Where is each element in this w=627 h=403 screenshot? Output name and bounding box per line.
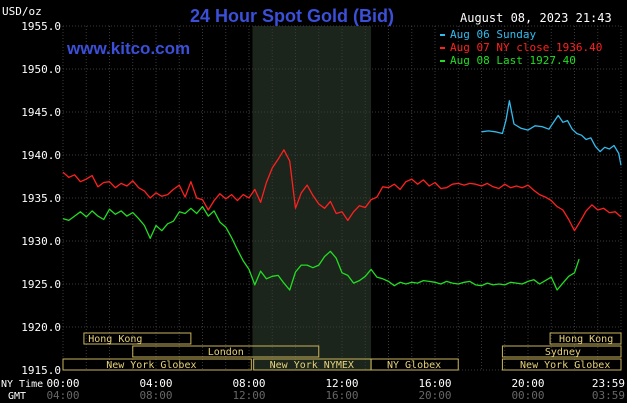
x-axis: 00:0004:0004:0008:0008:0012:0012:0016:00… <box>46 377 625 402</box>
y-tick-label: 1945.0 <box>21 106 61 119</box>
y-tick-label: 1915.0 <box>21 364 61 377</box>
legend: Aug 06 Sunday Aug 07 NY close 1936.40 Au… <box>440 28 602 67</box>
session-label: New York Globex <box>106 360 196 371</box>
session-box <box>549 332 622 345</box>
market-sessions: Hong Kong London New York Globex New York N… <box>62 332 622 371</box>
x-tick-label-ny: 12:00 <box>325 377 358 390</box>
y-tick-label: 1940.0 <box>21 149 61 162</box>
session-label: Hong Kong <box>88 334 142 345</box>
session-label: New York NYMEX <box>270 360 354 371</box>
session-box <box>501 345 622 358</box>
session-label: Sydney <box>545 347 581 358</box>
legend-swatch <box>440 34 445 36</box>
x-tick-label-ny: 16:00 <box>418 377 451 390</box>
series-line-1 <box>62 149 622 232</box>
session-label: New York Globex <box>520 360 610 371</box>
x-tick-label-ny: 23:59 <box>592 377 625 390</box>
y-tick-label: 1955.0 <box>21 20 61 33</box>
series-line-2 <box>62 205 580 291</box>
x-tick-label-ny: 00:00 <box>46 377 79 390</box>
x-tick-label-gmt: 20:00 <box>418 389 451 402</box>
x-tick-label-gmt: 04:00 <box>46 389 79 402</box>
x-tick-label-gmt: 08:00 <box>139 389 172 402</box>
legend-item-aug06: Aug 06 Sunday <box>450 28 536 41</box>
session-label: Hong Kong <box>559 334 613 345</box>
y-tick-label: 1925.0 <box>21 278 61 291</box>
session-box <box>62 358 252 371</box>
legend-item-aug08: Aug 08 Last 1927.40 <box>450 54 576 67</box>
x-tick-label-ny: 04:00 <box>139 377 172 390</box>
session-box <box>132 345 320 358</box>
y-tick-label: 1920.0 <box>21 321 61 334</box>
gmt-axis-label: GMT <box>8 391 26 402</box>
y-axis: 1955.0 1950.0 1945.0 1940.0 1935.0 1930.0 1925… <box>21 20 61 377</box>
x-tick-label-gmt: 00:00 <box>511 389 544 402</box>
session-label: NY Globex <box>387 360 441 371</box>
y-tick-label: 1930.0 <box>21 235 61 248</box>
x-tick-label-gmt: 12:00 <box>232 389 265 402</box>
session-box <box>370 358 459 371</box>
legend-swatch <box>440 47 445 49</box>
session-label: London <box>208 347 244 358</box>
site-url: www.kitco.com <box>66 39 190 58</box>
ny-time-axis-label: NY Time <box>1 379 43 390</box>
price-series <box>62 100 622 291</box>
y-tick-label: 1950.0 <box>21 63 61 76</box>
chart-title: 24 Hour Spot Gold (Bid) <box>190 6 394 26</box>
x-tick-label-ny: 08:00 <box>232 377 265 390</box>
session-box <box>501 358 622 371</box>
legend-item-aug07: Aug 07 NY close 1936.40 <box>450 41 602 54</box>
series-line-0 <box>481 100 622 166</box>
y-axis-unit-label: USD/oz <box>2 5 42 18</box>
x-tick-label-ny: 20:00 <box>511 377 544 390</box>
y-tick-label: 1935.0 <box>21 192 61 205</box>
legend-swatch <box>440 60 445 62</box>
session-box <box>83 332 192 345</box>
timestamp: August 08, 2023 21:43 <box>460 11 612 25</box>
x-tick-label-gmt: 16:00 <box>325 389 358 402</box>
x-tick-label-gmt: 03:59 <box>592 389 625 402</box>
